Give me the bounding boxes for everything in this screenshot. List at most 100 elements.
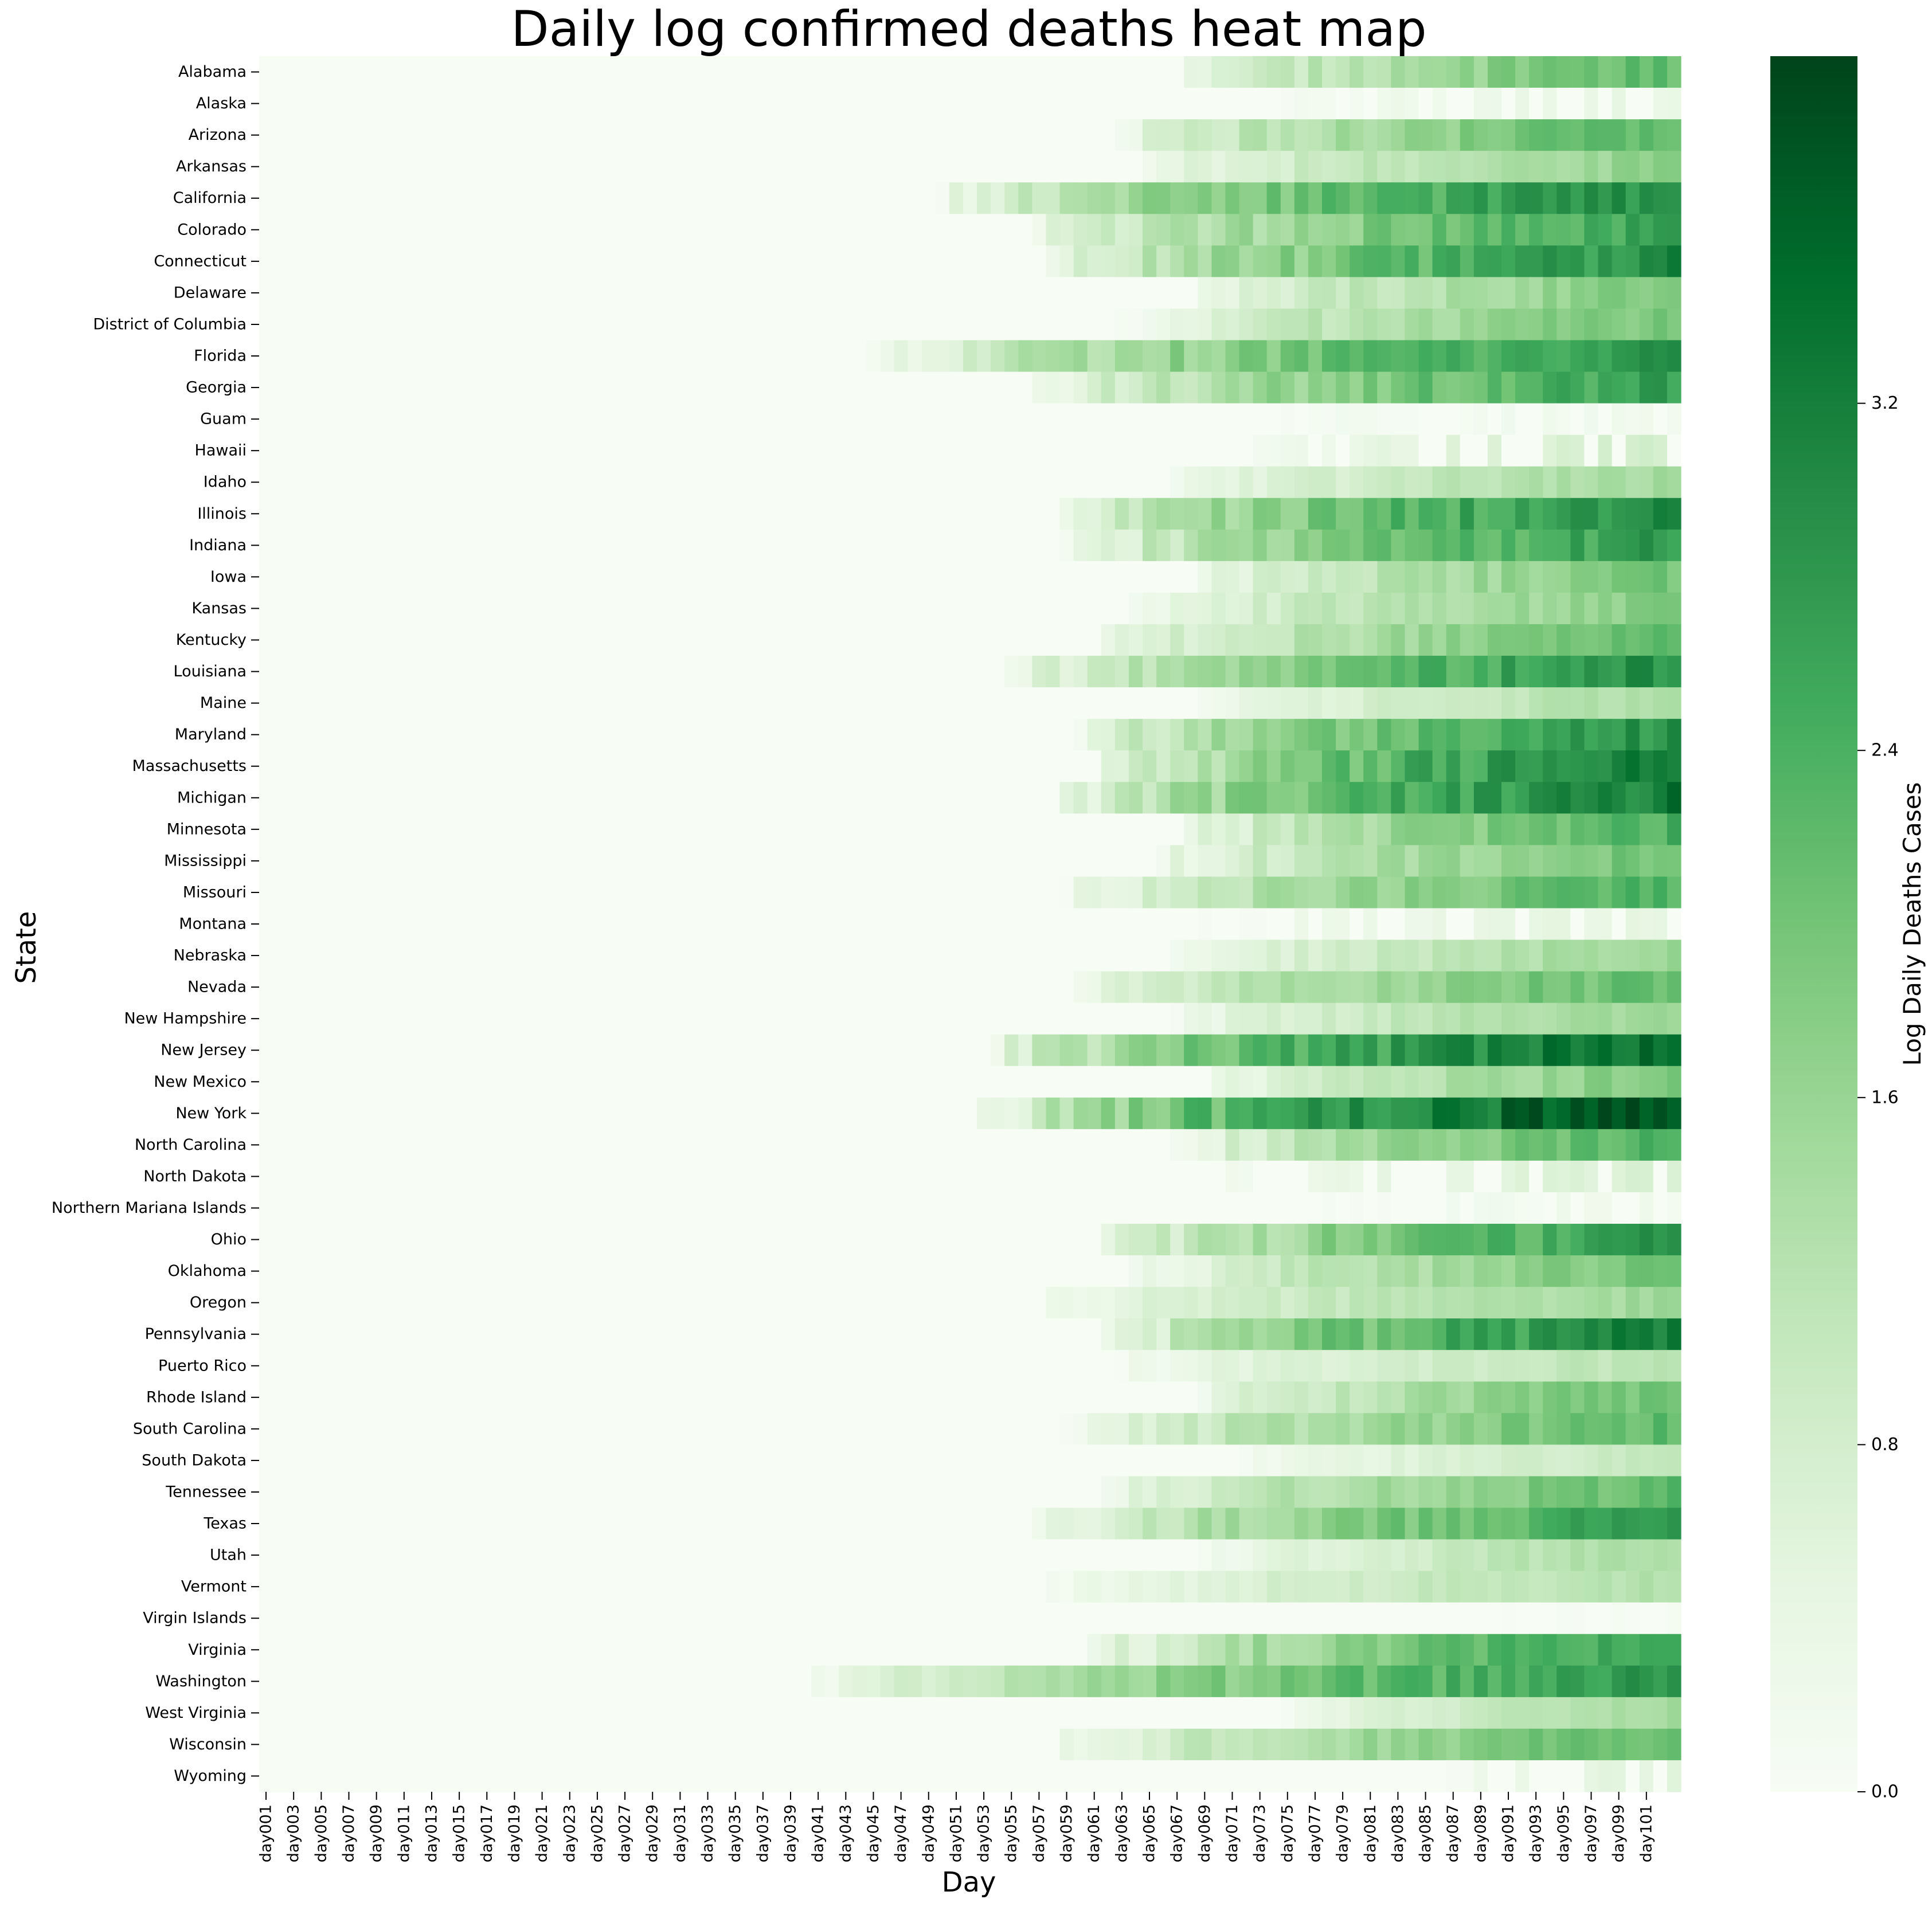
heatmap-cell [480, 1129, 494, 1161]
heatmap-cell [1598, 1287, 1613, 1319]
heatmap-cell [1059, 1097, 1074, 1130]
heatmap-cell [1253, 1350, 1268, 1382]
heatmap-cell [1308, 1003, 1323, 1035]
heatmap-cell [507, 1381, 522, 1413]
heatmap-cell [742, 1350, 757, 1382]
heatmap-cell [273, 1350, 287, 1382]
heatmap-cell [673, 813, 688, 845]
heatmap-cell [701, 876, 715, 909]
heatmap-cell [797, 1255, 812, 1287]
heatmap-cell [1198, 813, 1212, 845]
heatmap-cell [1570, 151, 1585, 183]
heatmap-cell [466, 656, 480, 688]
heatmap-cell [1432, 371, 1447, 404]
heatmap-cell [507, 1413, 522, 1445]
heatmap-cell [1529, 1350, 1543, 1382]
heatmap-cell [1556, 719, 1571, 751]
heatmap-cell [562, 719, 577, 751]
heatmap-cell [273, 561, 287, 593]
heatmap-cell [742, 308, 757, 341]
heatmap-cell [866, 403, 881, 436]
heatmap-cell [452, 624, 467, 656]
heatmap-cell [852, 277, 867, 310]
heatmap-cell [1625, 1129, 1640, 1161]
heatmap-cell [1515, 119, 1530, 151]
heatmap-cell [866, 1160, 881, 1193]
heatmap-cell [424, 529, 439, 562]
heatmap-cell [287, 561, 301, 593]
heatmap-cell [811, 277, 826, 310]
heatmap-cell [1280, 119, 1295, 151]
heatmap-cell [1184, 277, 1198, 310]
heatmap-cell [273, 1444, 287, 1477]
heatmap-cell [1612, 1318, 1626, 1350]
heatmap-cell [355, 1003, 370, 1035]
heatmap-cell [852, 624, 867, 656]
heatmap-cell [1294, 151, 1309, 183]
heatmap-cell [894, 1287, 909, 1319]
heatmap-cell [618, 403, 632, 436]
heatmap-cell [797, 939, 812, 972]
heatmap-cell [1156, 498, 1171, 530]
heatmap-cell [1460, 371, 1475, 404]
heatmap-cell [259, 1066, 273, 1098]
heatmap-cell [949, 1003, 964, 1035]
heatmap-cell [632, 340, 646, 373]
heatmap-cell [839, 908, 853, 941]
heatmap-cell [1473, 656, 1488, 688]
heatmap-cell [1515, 908, 1530, 941]
heatmap-cell [521, 371, 536, 404]
heatmap-cell [383, 687, 398, 719]
heatmap-cell [604, 340, 619, 373]
heatmap-cell [1225, 750, 1240, 782]
heatmap-cell [590, 340, 605, 373]
heatmap-cell [466, 813, 480, 845]
heatmap-cell [494, 182, 508, 214]
heatmap-cell [439, 1160, 453, 1193]
heatmap-cell [811, 214, 826, 246]
heatmap-cell [783, 277, 798, 310]
heatmap-cell [521, 403, 536, 436]
heatmap-cell [1515, 656, 1530, 688]
heatmap-cell [908, 1003, 922, 1035]
heatmap-cell [742, 1381, 757, 1413]
heatmap-cell [797, 1287, 812, 1319]
heatmap-cell [880, 876, 895, 909]
heatmap-cell [1556, 529, 1571, 562]
heatmap-cell [811, 1413, 826, 1445]
heatmap-cell [632, 845, 646, 878]
heatmap-cell [300, 1444, 315, 1477]
heatmap-cell [383, 656, 398, 688]
heatmap-cell [1308, 1507, 1323, 1540]
heatmap-cell [355, 1129, 370, 1161]
heatmap-cell [701, 813, 715, 845]
heatmap-cell [1184, 561, 1198, 593]
heatmap-cell [1543, 1444, 1557, 1477]
heatmap-cell [1405, 1444, 1419, 1477]
heatmap-cell [1308, 529, 1323, 562]
heatmap-cell [1598, 624, 1613, 656]
heatmap-cell [424, 1413, 439, 1445]
heatmap-cell [383, 182, 398, 214]
heatmap-cell [1625, 719, 1640, 751]
heatmap-cell [949, 1160, 964, 1193]
heatmap-cell [576, 434, 591, 467]
heatmap-cell [1515, 1160, 1530, 1193]
heatmap-cell [1515, 1003, 1530, 1035]
heatmap-cell [1073, 624, 1088, 656]
heatmap-cell [494, 1318, 508, 1350]
heatmap-cell [1487, 561, 1502, 593]
heatmap-cell [1073, 1160, 1088, 1193]
heatmap-cell [1543, 1003, 1557, 1035]
heatmap-cell [673, 466, 688, 499]
heatmap-cell [1156, 1444, 1171, 1477]
heatmap-cell [494, 1034, 508, 1067]
heatmap-cell [852, 1287, 867, 1319]
heatmap-cell [1087, 1287, 1102, 1319]
heatmap-cell [1294, 1097, 1309, 1130]
heatmap-cell [424, 498, 439, 530]
heatmap-cell [1501, 1381, 1516, 1413]
heatmap-cell [1543, 1129, 1557, 1161]
heatmap-cell [866, 1413, 881, 1445]
heatmap-cell [618, 1129, 632, 1161]
